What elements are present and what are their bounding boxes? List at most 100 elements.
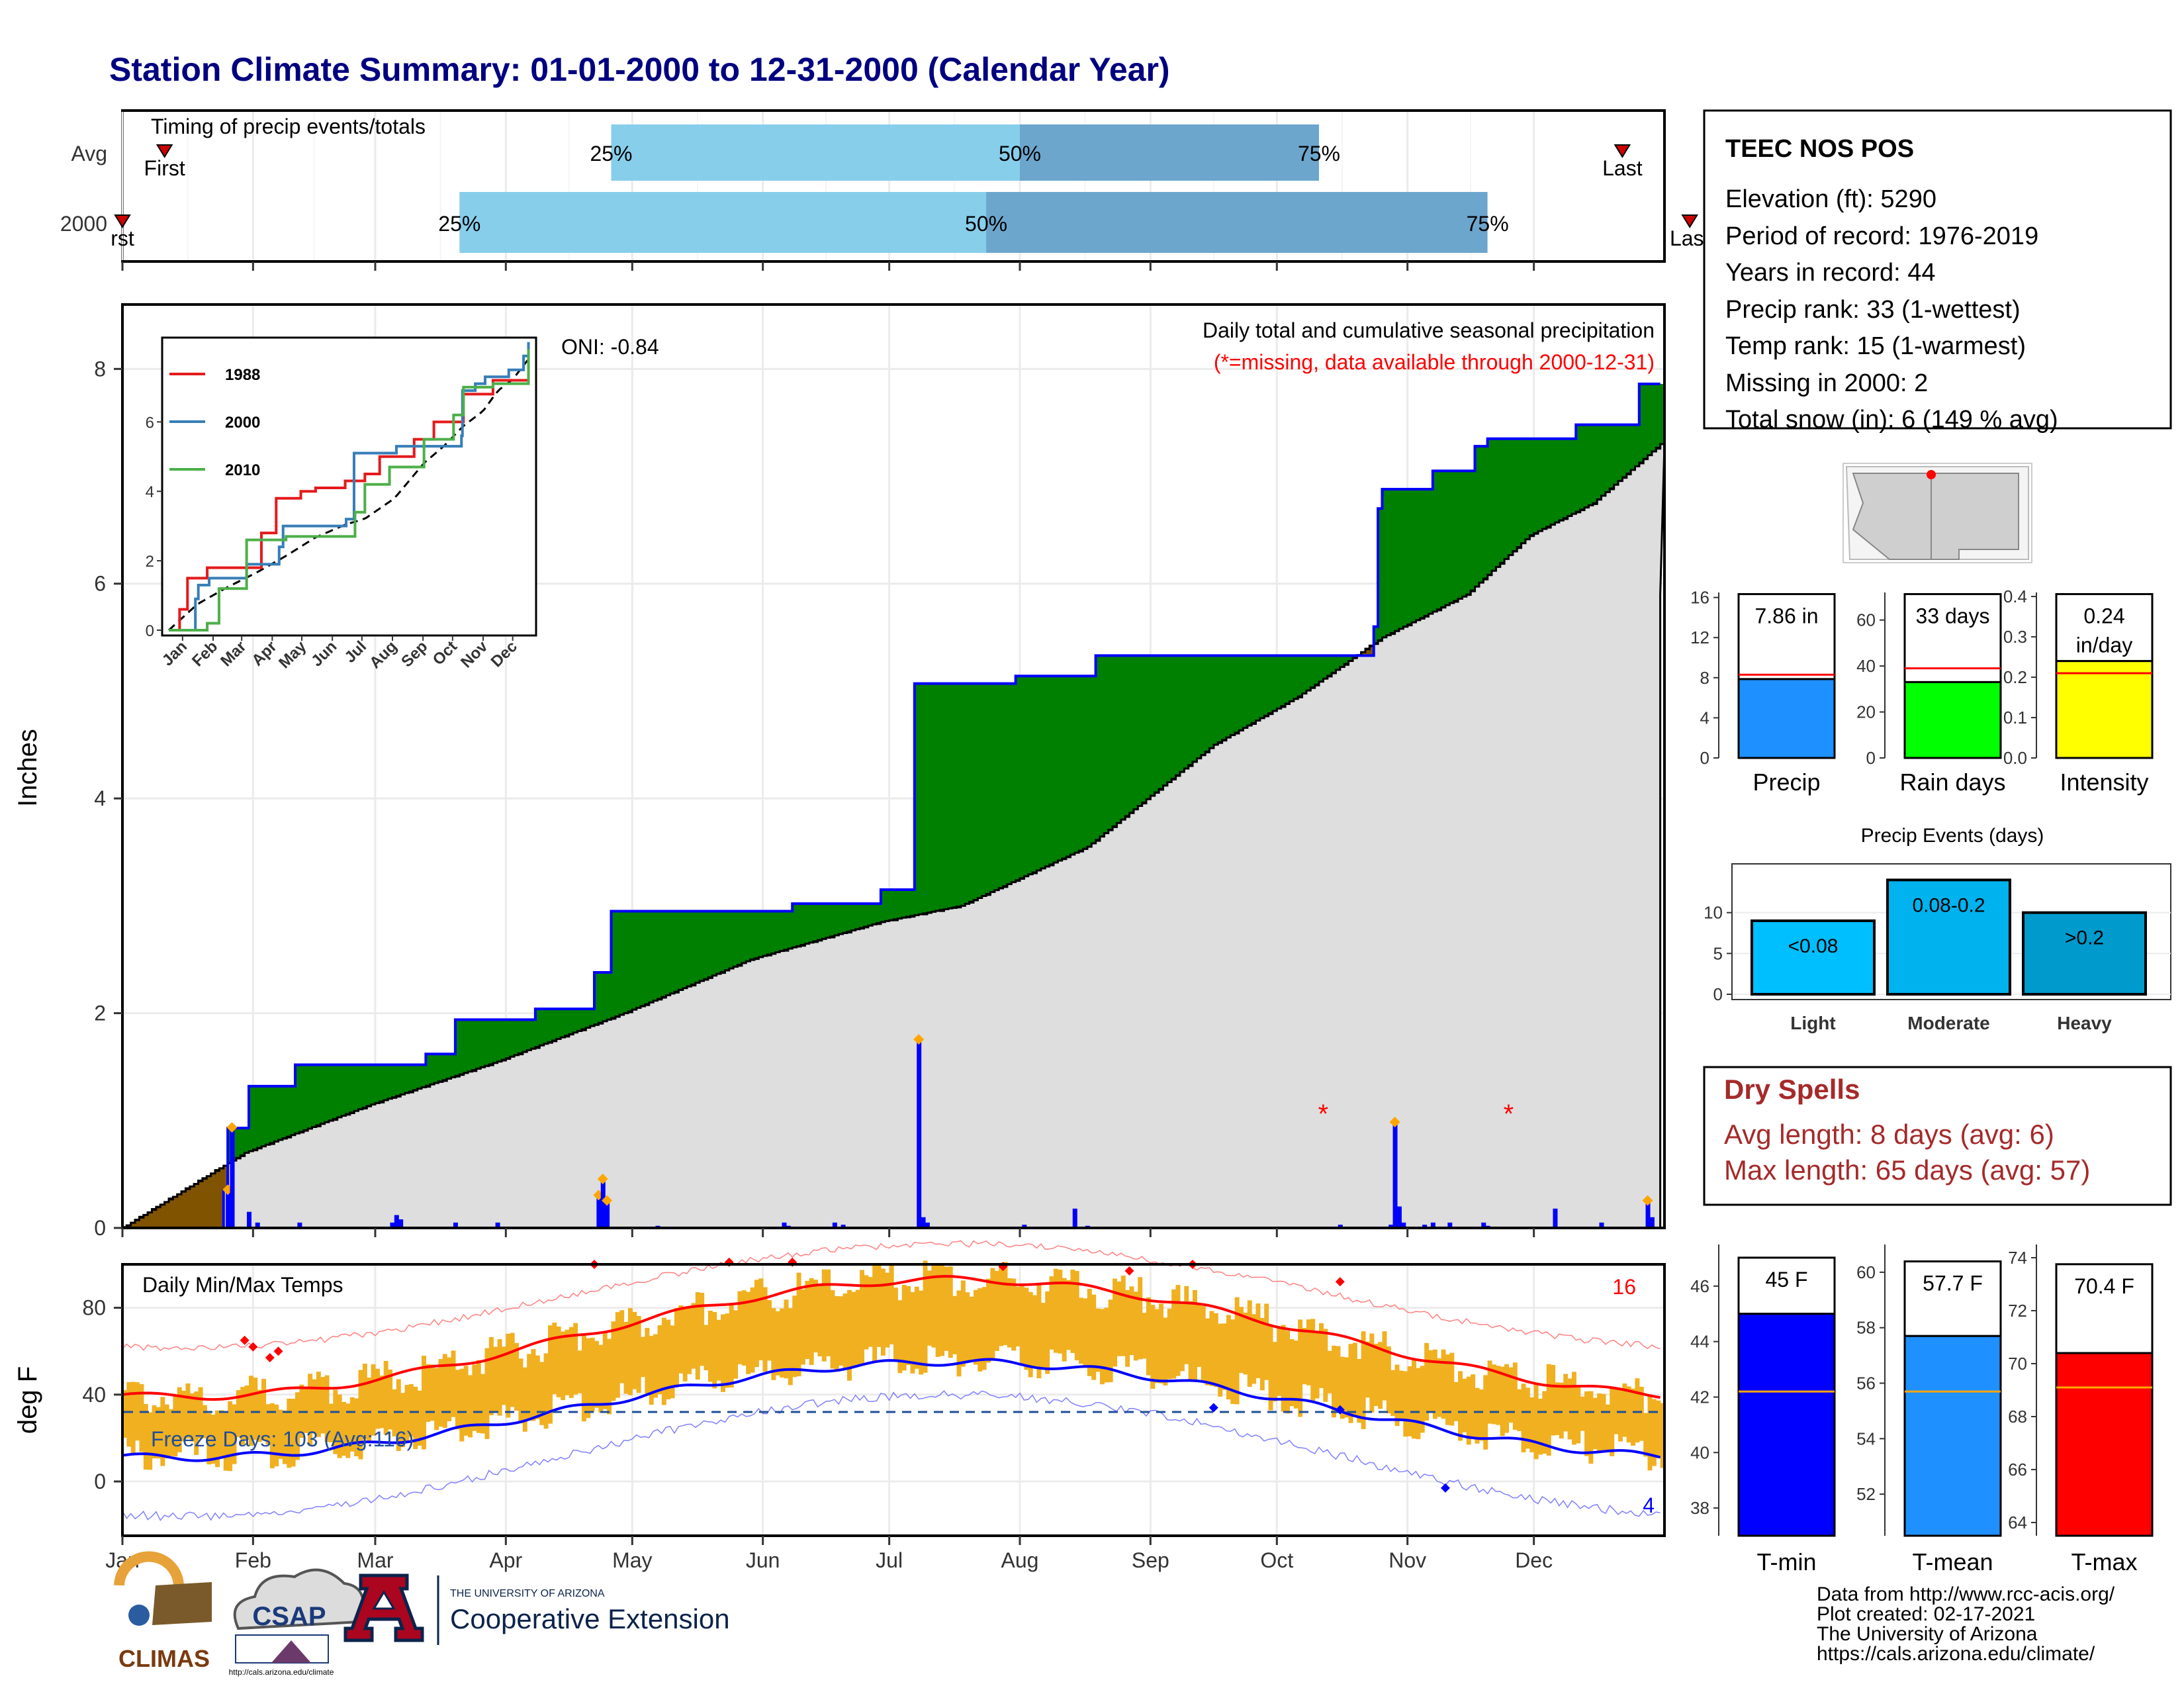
departure-fill-day — [897, 890, 903, 919]
daily-temp-range-bar — [737, 1291, 743, 1364]
daily-temp-range-bar — [1272, 1342, 1277, 1402]
daily-precip-bar — [246, 1211, 251, 1228]
daily-temp-range-bar — [1108, 1299, 1113, 1383]
daily-temp-range-bar — [876, 1265, 882, 1347]
departure-fill-day — [733, 911, 739, 967]
departure-fill-day — [1453, 471, 1459, 601]
departure-fill-day — [527, 1019, 532, 1051]
departure-fill-day — [240, 1128, 246, 1156]
month-tick-label: May — [612, 1548, 652, 1572]
temp-bar — [1737, 1313, 1836, 1537]
departure-fill-day — [1188, 655, 1193, 765]
departure-fill-day — [383, 1064, 388, 1100]
daily-temp-range-bar — [1192, 1289, 1197, 1381]
departure-fill-day — [1201, 655, 1206, 755]
timing-quartile-label: 25% — [590, 142, 632, 165]
departure-fill-day — [518, 1019, 523, 1054]
daily-precip-marker — [1389, 1117, 1400, 1128]
daily-temp-range-bar — [139, 1383, 144, 1452]
daily-precip-bar — [1645, 1201, 1651, 1228]
departure-fill-day — [514, 1019, 520, 1055]
daily-temp-range-bar — [990, 1268, 995, 1359]
daily-temp-range-bar — [1125, 1289, 1130, 1367]
departure-fill-day — [274, 1086, 279, 1142]
daily-temp-range-bar — [657, 1325, 662, 1394]
daily-temp-range-bar — [1382, 1331, 1387, 1401]
summary-tick-label: 0.4 — [2003, 586, 2027, 606]
departure-fill-day — [1120, 655, 1126, 820]
daily-temp-range-bar — [1576, 1385, 1581, 1444]
departure-fill-day — [788, 911, 793, 949]
departure-fill-day — [649, 911, 654, 1003]
dry-spells-title: Dry Spells — [1724, 1074, 1860, 1105]
daily-temp-range-bar — [400, 1393, 406, 1448]
station-line-3: Years in record: 44 — [1725, 259, 1936, 287]
credit-line-1: Data from http://www.rcc-acis.org/ — [1817, 1583, 2115, 1605]
departure-fill-day — [1167, 655, 1172, 782]
daily-temp-range-bar — [341, 1401, 347, 1456]
daily-temp-range-bar — [771, 1308, 776, 1380]
departure-fill-day — [1361, 652, 1366, 656]
daily-temp-range-bar — [1264, 1303, 1269, 1380]
daily-temp-range-bar — [981, 1287, 987, 1370]
daily-temp-range-bar — [1517, 1389, 1522, 1431]
daily-temp-range-bar — [1462, 1378, 1467, 1432]
departure-fill-day — [210, 1173, 216, 1228]
departure-fill-day — [476, 1019, 481, 1069]
departure-fill-day — [1028, 676, 1033, 874]
departure-fill-day — [615, 911, 620, 1017]
daily-temp-range-bar — [986, 1278, 991, 1363]
daily-temp-range-bar — [556, 1326, 561, 1397]
daily-temp-range-bar — [952, 1295, 958, 1354]
daily-temp-range-bar — [1159, 1303, 1164, 1383]
departure-fill-day — [531, 1019, 536, 1049]
departure-fill-day — [371, 1064, 376, 1105]
daily-temp-range-bar — [569, 1327, 574, 1398]
departure-fill-day — [931, 683, 936, 912]
daily-temp-range-bar — [148, 1412, 153, 1470]
temp-bar — [1903, 1335, 2002, 1537]
daily-temp-range-bar — [641, 1336, 645, 1378]
daily-temp-range-bar — [1293, 1340, 1298, 1409]
daily-temp-range-bar — [1610, 1388, 1615, 1456]
departure-fill-day — [1369, 646, 1375, 656]
departure-fill-day — [619, 911, 625, 1015]
departure-fill-day — [940, 683, 944, 910]
temp-value-label: 70.4 F — [2074, 1274, 2134, 1298]
departure-fill-day — [1332, 655, 1337, 673]
daily-precip-bar — [390, 1222, 395, 1228]
daily-precip-bar — [782, 1222, 787, 1228]
departure-fill-day — [1656, 384, 1661, 448]
daily-precip-bar — [1422, 1225, 1428, 1228]
daily-temp-range-bar — [152, 1405, 157, 1459]
daily-temp-range-bar — [1386, 1346, 1391, 1414]
departure-fill-day — [1475, 446, 1480, 587]
departure-fill-day — [826, 904, 831, 938]
summary-tick-label: 16 — [1690, 588, 1709, 608]
departure-fill-day — [1487, 438, 1492, 575]
daily-precip-marker — [913, 1034, 925, 1045]
summary-panel-label: Precip — [1752, 769, 1820, 796]
temp-panel: 0 40 80 deg F Daily Min/Max Temps Freeze D… — [13, 1240, 1666, 1537]
daily-temp-range-bar — [716, 1319, 721, 1381]
departure-fill-day — [569, 1009, 574, 1035]
daily-temp-range-bar — [607, 1338, 612, 1415]
daily-temp-range-bar — [565, 1329, 570, 1395]
average-cumulative-line — [122, 443, 1664, 1229]
daily-temp-range-bar — [645, 1327, 650, 1394]
summary-tick-label: 20 — [1856, 702, 1876, 722]
precip-annotation: Daily total and cumulative seasonal prec… — [1203, 318, 1655, 342]
daily-temp-range-bar — [1289, 1338, 1295, 1407]
departure-fill-day — [299, 1064, 304, 1132]
departure-fill-day — [1567, 438, 1572, 516]
departure-fill-day — [952, 683, 958, 908]
average-low-line — [122, 1358, 1661, 1462]
daily-temp-range-bar — [130, 1382, 136, 1454]
departure-fill-day — [1373, 626, 1379, 643]
departure-fill-day — [194, 1184, 199, 1228]
daily-temp-range-bar — [1314, 1333, 1320, 1399]
timing-first-marker — [114, 214, 131, 228]
departure-fill-day — [269, 1086, 275, 1143]
summary-bar — [1737, 678, 1836, 759]
daily-temp-range-bar — [1175, 1285, 1181, 1376]
